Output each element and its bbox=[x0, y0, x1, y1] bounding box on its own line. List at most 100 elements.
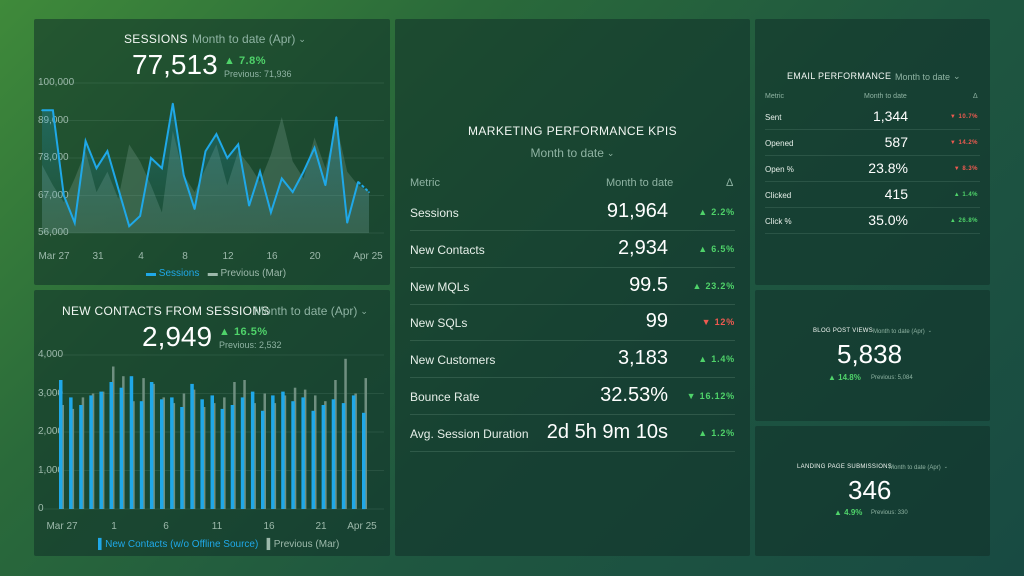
kpis-period-dropdown[interactable]: Month to date ⌄ bbox=[395, 146, 750, 160]
email-delta: ▼ 14.2% bbox=[949, 140, 978, 146]
sessions-data-point bbox=[324, 184, 327, 187]
blog-period-label: Month to date (Apr) bbox=[873, 329, 925, 335]
contacts-bar bbox=[210, 395, 214, 509]
email-metric: Open % bbox=[765, 165, 794, 174]
kpis-col-delta: Δ bbox=[726, 177, 734, 189]
contacts-bar bbox=[109, 382, 113, 509]
blog-period-dropdown[interactable]: Month to date (Apr) ⌄ bbox=[873, 328, 932, 335]
x-tick-label: 21 bbox=[315, 521, 327, 532]
kpi-metric: New SQLs bbox=[410, 316, 468, 331]
contacts-bar bbox=[281, 391, 285, 509]
email-row: Clicked 415 ▲ 1.4% bbox=[765, 182, 980, 208]
previous-bar bbox=[253, 403, 256, 509]
sessions-data-point bbox=[259, 170, 261, 173]
email-period-dropdown[interactable]: Month to date ⌄ bbox=[895, 71, 961, 82]
sessions-data-point bbox=[204, 150, 207, 152]
landing-page-submissions-card: LANDING PAGE SUBMISSIONS Month to date (… bbox=[755, 426, 990, 556]
previous-bar bbox=[293, 387, 297, 509]
previous-bar bbox=[132, 401, 135, 509]
previous-bar bbox=[142, 378, 145, 509]
legend-current-swatch: ▬ bbox=[146, 268, 159, 279]
x-tick-label: 20 bbox=[309, 251, 321, 262]
email-delta: ▼ 8.3% bbox=[953, 166, 978, 172]
sessions-data-point bbox=[237, 143, 239, 146]
contacts-bar bbox=[89, 395, 93, 509]
contacts-bar bbox=[69, 397, 73, 509]
email-value: 415 bbox=[884, 186, 908, 202]
contacts-bar bbox=[99, 391, 103, 509]
contacts-bar-chart bbox=[38, 354, 384, 510]
sessions-data-point bbox=[226, 157, 229, 159]
blog-value: 5,838 bbox=[837, 339, 903, 369]
contacts-bar bbox=[321, 405, 326, 509]
kpi-metric: Avg. Session Duration bbox=[410, 426, 529, 441]
previous-bar bbox=[122, 376, 125, 509]
contacts-bar bbox=[341, 403, 346, 509]
email-metric: Clicked bbox=[765, 191, 792, 200]
kpi-delta: ▲ 1.2% bbox=[698, 427, 735, 438]
sessions-data-point bbox=[313, 147, 316, 149]
sessions-period-dropdown[interactable]: Month to date (Apr) ⌄ bbox=[192, 32, 306, 46]
x-tick-label: 16 bbox=[266, 251, 278, 262]
contacts-period-label: Month to date (Apr) bbox=[254, 304, 358, 318]
sessions-data-point bbox=[117, 187, 120, 190]
kpi-value: 2,934 bbox=[617, 236, 668, 259]
contacts-bar bbox=[160, 399, 164, 509]
contacts-bar bbox=[59, 380, 63, 509]
email-row: Open % 23.8% ▼ 8.3% bbox=[765, 156, 980, 182]
sessions-title: SESSIONS bbox=[124, 32, 188, 46]
landing-period-label: Month to date (Apr) bbox=[889, 465, 941, 471]
sessions-data-point bbox=[193, 208, 196, 210]
previous-bar bbox=[61, 405, 64, 509]
x-tick-label: 11 bbox=[211, 521, 223, 532]
email-row: Opened 587 ▼ 14.2% bbox=[765, 130, 980, 156]
email-row: Sent 1,344 ▼ 10.7% bbox=[765, 104, 980, 130]
sessions-card: SESSIONS Month to date (Apr) ⌄ 77,513 ▲ 7… bbox=[34, 19, 390, 285]
contacts-bar bbox=[240, 397, 245, 509]
previous-bar bbox=[283, 395, 287, 509]
marketing-kpis-card: MARKETING PERFORMANCE KPIS Month to date… bbox=[395, 19, 750, 556]
sessions-data-point bbox=[161, 167, 163, 169]
email-period-label: Month to date bbox=[895, 72, 951, 82]
contacts-bar bbox=[351, 395, 356, 509]
kpi-metric: Bounce Rate bbox=[410, 390, 480, 404]
y-tick-label: 100,000 bbox=[38, 77, 75, 88]
previous-bar bbox=[91, 393, 95, 509]
chevron-down-icon: ⌄ bbox=[360, 306, 368, 316]
x-tick-label: Mar 27 bbox=[38, 251, 70, 262]
legend-previous-label: Previous (Mar) bbox=[273, 539, 340, 550]
previous-bar bbox=[202, 407, 206, 509]
contacts-bar bbox=[190, 383, 194, 509]
sessions-value: 77,513 bbox=[132, 49, 218, 80]
contacts-period-dropdown[interactable]: Month to date (Apr) ⌄ bbox=[254, 304, 368, 318]
previous-bar bbox=[152, 383, 155, 509]
contacts-bar bbox=[362, 412, 366, 510]
chevron-down-icon: ⌄ bbox=[606, 148, 615, 158]
kpi-metric: New MQLs bbox=[410, 279, 470, 294]
x-tick-label: 16 bbox=[263, 521, 275, 532]
kpi-delta: ▼ 16.12% bbox=[686, 391, 735, 401]
legend-current-label: New Contacts (w/o Offline Source) bbox=[105, 539, 259, 550]
email-delta: ▼ 10.7% bbox=[949, 114, 978, 120]
previous-bar bbox=[344, 358, 347, 509]
x-tick-label: Mar 27 bbox=[46, 521, 78, 532]
sessions-data-point bbox=[357, 181, 359, 183]
landing-title: LANDING PAGE SUBMISSIONS bbox=[797, 464, 893, 470]
landing-previous: Previous: 330 bbox=[871, 510, 908, 516]
email-metric: Click % bbox=[765, 217, 792, 226]
sessions-data-point bbox=[139, 215, 141, 217]
sessions-data-point bbox=[346, 222, 349, 224]
chevron-down-icon: ⌄ bbox=[298, 34, 306, 44]
contacts-bar bbox=[331, 399, 336, 509]
email-metric: Sent bbox=[765, 113, 782, 122]
sessions-data-point bbox=[215, 133, 218, 135]
sessions-series-line bbox=[42, 103, 360, 229]
contacts-bar bbox=[311, 410, 315, 509]
y-tick-label: 2,000 bbox=[38, 426, 64, 437]
legend-current-label: Sessions bbox=[158, 268, 200, 279]
sessions-data-point bbox=[291, 191, 294, 193]
landing-period-dropdown[interactable]: Month to date (Apr) ⌄ bbox=[889, 464, 948, 471]
sessions-delta: ▲ 7.8% bbox=[224, 55, 267, 67]
x-tick-label: 8 bbox=[182, 251, 188, 262]
sessions-data-point bbox=[128, 225, 130, 227]
